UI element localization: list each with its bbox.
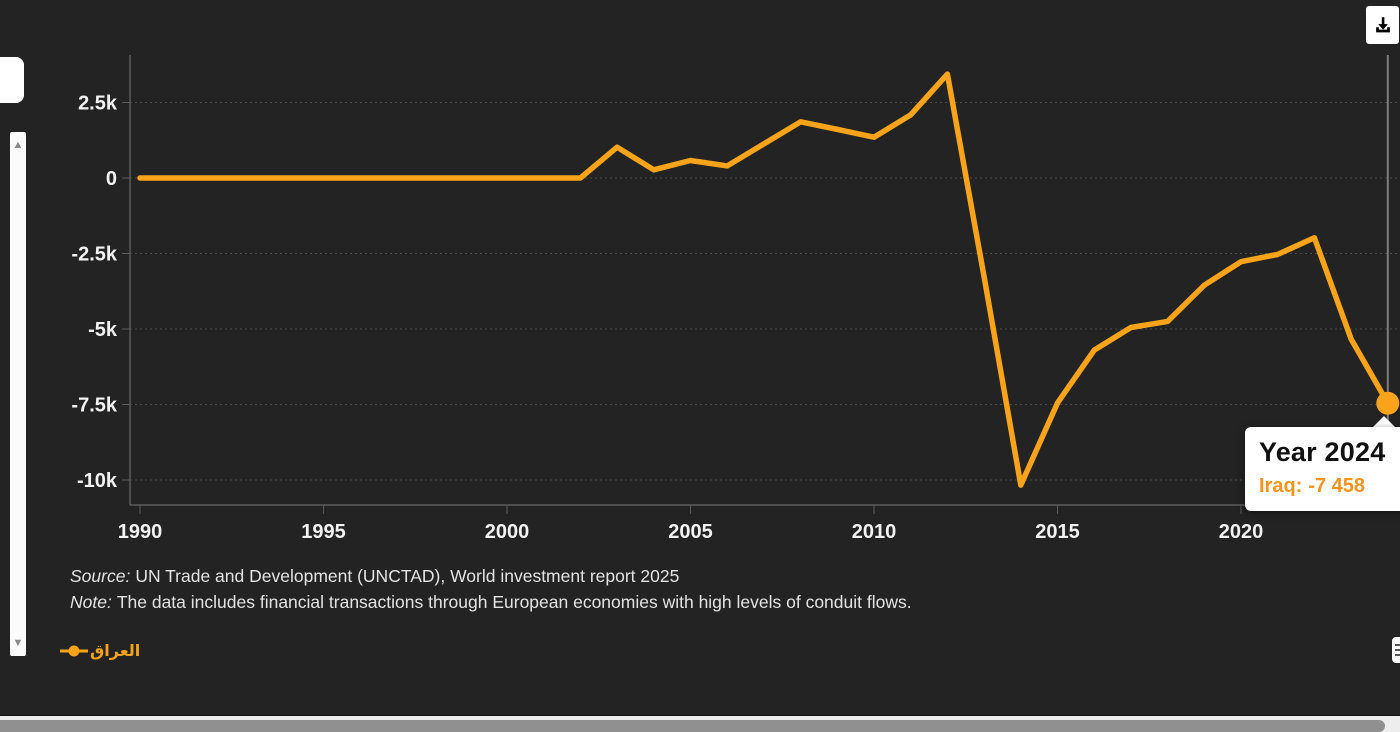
x-tick-label: 2020 xyxy=(1219,521,1264,543)
x-tick-label: 2015 xyxy=(1035,521,1080,543)
tooltip-value: -7 458 xyxy=(1308,475,1366,497)
tooltip-caret xyxy=(1371,416,1397,429)
source-text: UN Trade and Development (UNCTAD), World… xyxy=(135,566,680,586)
scroll-down-icon[interactable]: ▼ xyxy=(12,637,24,649)
note-line: Note: The data includes financial transac… xyxy=(70,589,912,615)
vertical-scrollbar[interactable]: ▲ ▼ xyxy=(10,132,26,656)
x-tick-label: 2005 xyxy=(668,521,713,543)
legend-marker-icon xyxy=(60,644,88,658)
horizontal-scrollbar-thumb[interactable] xyxy=(0,720,1385,732)
context-menu-button[interactable] xyxy=(1392,637,1400,663)
x-tick-label: 2000 xyxy=(485,521,530,543)
x-tick-label: 1995 xyxy=(301,521,346,543)
note-label: Note: xyxy=(70,592,112,612)
x-tick-label: 2010 xyxy=(852,521,897,543)
y-tick-label: 2.5k xyxy=(78,93,118,115)
chart-footnotes: Source: UN Trade and Development (UNCTAD)… xyxy=(70,563,912,615)
x-tick-label: 1990 xyxy=(118,521,163,543)
scroll-up-icon[interactable]: ▲ xyxy=(12,139,24,151)
source-label: Source: xyxy=(70,566,131,586)
y-tick-label: -10k xyxy=(77,470,118,492)
horizontal-scrollbar[interactable] xyxy=(0,715,1400,732)
partial-button[interactable] xyxy=(0,57,24,103)
series-line-iraq[interactable] xyxy=(137,71,1391,488)
tooltip-title: Year 2024 xyxy=(1259,437,1386,467)
tooltip-series-label: Iraq: xyxy=(1259,475,1303,497)
legend-label: العراق xyxy=(90,643,141,660)
y-tick-label: 0 xyxy=(106,168,117,190)
download-icon xyxy=(1372,14,1394,36)
source-line: Source: UN Trade and Development (UNCTAD)… xyxy=(70,563,912,589)
legend-item-iraq[interactable]: العراق xyxy=(60,641,140,661)
y-tick-label: -5k xyxy=(88,319,118,341)
note-text: The data includes financial transactions… xyxy=(116,592,912,612)
tooltip: Year 2024 Iraq: -7 458 xyxy=(1245,427,1400,511)
highlight-marker[interactable] xyxy=(1376,391,1400,415)
y-tick-label: -7.5k xyxy=(71,395,117,417)
download-button[interactable] xyxy=(1366,6,1399,44)
y-tick-label: -2.5k xyxy=(71,244,117,266)
